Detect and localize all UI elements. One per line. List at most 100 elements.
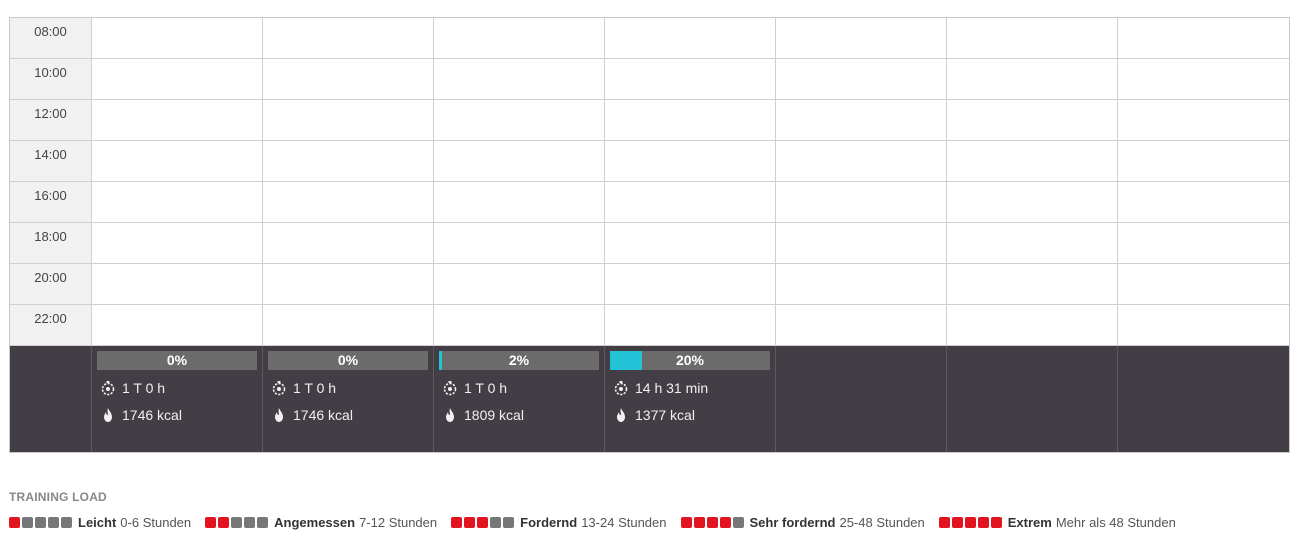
level-indicator <box>9 517 74 528</box>
calendar-slot[interactable] <box>92 182 263 222</box>
level-square <box>693 517 705 528</box>
level-name: Fordernd <box>520 515 578 530</box>
calendar-slot[interactable] <box>605 182 776 222</box>
calendar-slot[interactable] <box>776 223 947 263</box>
training-load-levels: Leicht 0-6 Stunden Angemessen 7-12 Stunden F… <box>9 515 1294 530</box>
calendar-slot[interactable] <box>434 305 605 345</box>
level-range: 13-24 Stunden <box>581 515 667 530</box>
calendar-slot[interactable] <box>434 264 605 304</box>
calendar-slot[interactable] <box>1118 18 1289 58</box>
calendar-slot[interactable] <box>92 18 263 58</box>
time-label: 14:00 <box>10 141 92 181</box>
calendar-slot[interactable] <box>92 305 263 345</box>
daily-summary-row: 0% 1 T 0 h 1746 kcal 0% 1 T 0 h 1746 kcal 2% 1 … <box>10 346 1289 452</box>
calendar-slot[interactable] <box>434 141 605 181</box>
calendar-slot[interactable] <box>1118 100 1289 140</box>
level-indicator <box>680 517 746 528</box>
calendar-slot[interactable] <box>434 223 605 263</box>
calendar-slot[interactable] <box>263 100 434 140</box>
progress-bar: 0% <box>268 351 428 370</box>
hour-row: 16:00 <box>10 182 1289 223</box>
calendar-slot[interactable] <box>947 59 1118 99</box>
calendar-slot[interactable] <box>263 59 434 99</box>
calendar-slot[interactable] <box>605 59 776 99</box>
progress-bar: 2% <box>439 351 599 370</box>
calendar-slot[interactable] <box>92 264 263 304</box>
training-load-level: Fordernd 13-24 Stunden <box>451 515 667 530</box>
calendar-slot[interactable] <box>947 100 1118 140</box>
level-square <box>218 517 230 528</box>
hour-row: 20:00 <box>10 264 1289 305</box>
calendar-slot[interactable] <box>605 223 776 263</box>
calendar-slot[interactable] <box>434 182 605 222</box>
calendar-slot[interactable] <box>947 182 1118 222</box>
duration-stat: 1 T 0 h <box>442 380 507 396</box>
day-summary: 0% 1 T 0 h 1746 kcal <box>92 346 263 452</box>
energy-value: 1377 kcal <box>635 407 695 423</box>
calendar-slot[interactable] <box>947 264 1118 304</box>
calendar-slot[interactable] <box>776 59 947 99</box>
calendar-slot[interactable] <box>434 18 605 58</box>
week-calendar: 08:00 10:00 12:00 14:00 16:00 18:00 20:00 22:00… <box>9 17 1290 453</box>
training-load-level: Angemessen 7-12 Stunden <box>205 515 437 530</box>
calendar-slot[interactable] <box>1118 264 1289 304</box>
calendar-slot[interactable] <box>605 264 776 304</box>
level-square <box>231 517 243 528</box>
calendar-slot[interactable] <box>263 141 434 181</box>
calendar-slot[interactable] <box>434 59 605 99</box>
calendar-slot[interactable] <box>947 18 1118 58</box>
calendar-slot[interactable] <box>776 100 947 140</box>
time-label: 08:00 <box>10 18 92 58</box>
calendar-slot[interactable] <box>263 305 434 345</box>
level-square <box>503 517 515 528</box>
level-square <box>490 517 502 528</box>
duration-value: 14 h 31 min <box>635 380 709 396</box>
day-summary <box>947 346 1118 452</box>
calendar-slot[interactable] <box>263 18 434 58</box>
calendar-slot[interactable] <box>92 223 263 263</box>
calendar-slot[interactable] <box>776 18 947 58</box>
energy-stat: 1746 kcal <box>271 407 353 423</box>
calendar-slot[interactable] <box>776 305 947 345</box>
level-range: Mehr als 48 Stunden <box>1055 515 1176 530</box>
day-summary: 2% 1 T 0 h 1809 kcal <box>434 346 605 452</box>
energy-stat: 1746 kcal <box>100 407 182 423</box>
calendar-slot[interactable] <box>1118 182 1289 222</box>
level-square <box>732 517 744 528</box>
calendar-slot[interactable] <box>947 141 1118 181</box>
calendar-slot[interactable] <box>1118 223 1289 263</box>
calendar-slot[interactable] <box>92 141 263 181</box>
time-label: 16:00 <box>10 182 92 222</box>
time-label: 12:00 <box>10 100 92 140</box>
calendar-slot[interactable] <box>776 182 947 222</box>
calendar-slot[interactable] <box>92 100 263 140</box>
hour-row: 22:00 <box>10 305 1289 346</box>
calendar-slot[interactable] <box>605 100 776 140</box>
flame-icon <box>613 407 629 423</box>
calendar-slot[interactable] <box>434 100 605 140</box>
level-square <box>257 517 269 528</box>
calendar-slot[interactable] <box>1118 305 1289 345</box>
flame-icon <box>442 407 458 423</box>
calendar-slot[interactable] <box>92 59 263 99</box>
calendar-slot[interactable] <box>947 305 1118 345</box>
day-summary: 20% 14 h 31 min 1377 kcal <box>605 346 776 452</box>
progress-bar: 20% <box>610 351 770 370</box>
level-square <box>451 517 463 528</box>
calendar-slot[interactable] <box>263 223 434 263</box>
training-load-legend: TRAINING LOAD Leicht 0-6 Stunden Angemesse… <box>9 490 1294 530</box>
calendar-slot[interactable] <box>605 18 776 58</box>
calendar-slot[interactable] <box>1118 59 1289 99</box>
flame-icon <box>271 407 287 423</box>
calendar-slot[interactable] <box>1118 141 1289 181</box>
calendar-slot[interactable] <box>263 264 434 304</box>
calendar-slot[interactable] <box>776 141 947 181</box>
calendar-slot[interactable] <box>947 223 1118 263</box>
level-square <box>964 517 976 528</box>
energy-value: 1746 kcal <box>122 407 182 423</box>
calendar-slot[interactable] <box>605 305 776 345</box>
calendar-slot[interactable] <box>776 264 947 304</box>
calendar-slot[interactable] <box>263 182 434 222</box>
calendar-slot[interactable] <box>605 141 776 181</box>
level-range: 0-6 Stunden <box>120 515 192 530</box>
